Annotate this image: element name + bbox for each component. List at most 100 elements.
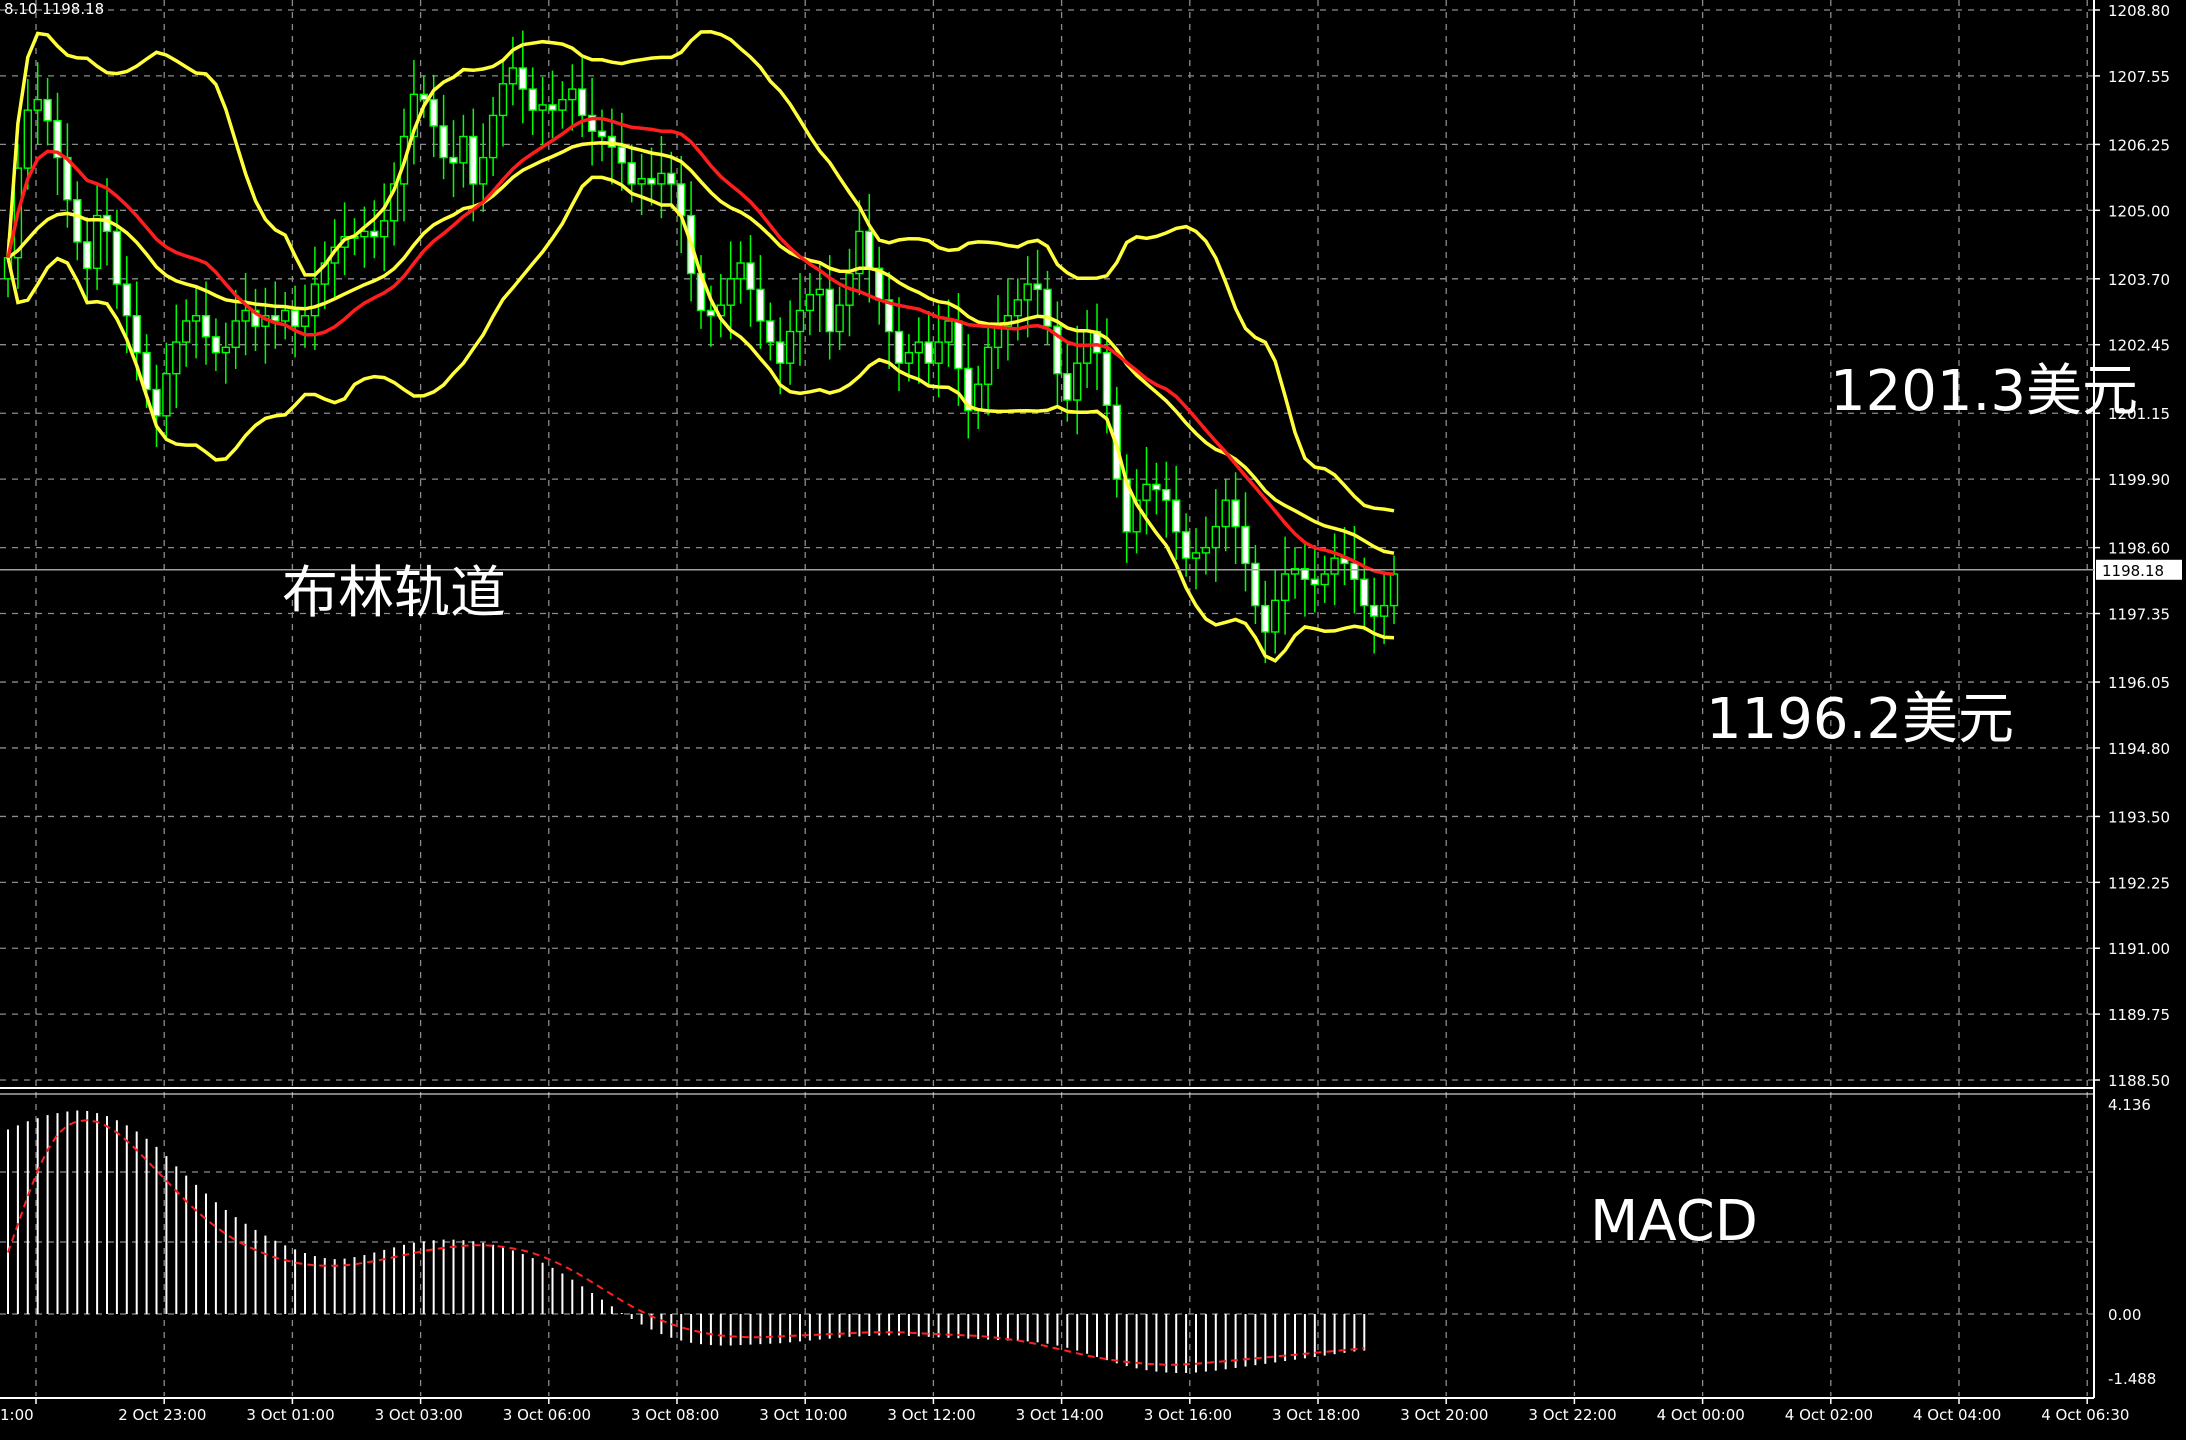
candle [380,183,389,271]
candle [914,317,923,384]
candle [825,255,834,360]
candle [1280,536,1290,635]
candle [1369,577,1379,654]
candle [815,261,824,333]
pane-separator [0,0,2095,1399]
candle [370,200,379,259]
time-tick-label: 3 Oct 08:00 [631,1406,719,1424]
time-axis[interactable]: 1:00 2 Oct 23:00 3 Oct 01:00 3 Oct 03:00 3 O… [0,1398,2129,1424]
candle [201,281,211,365]
macd-axis: 4.136 0.00 -1.488 [2108,1096,2156,1388]
time-tick-label: 3 Oct 18:00 [1272,1406,1360,1424]
candle [23,79,32,190]
candle [1270,569,1280,654]
candle [578,57,587,138]
price-tick-label: 1197.35 [2108,606,2170,624]
annotation-lower-price: 1196.2美元 [1706,687,2014,752]
inner-band [6,141,1395,555]
price-axis[interactable]: 1208.80 1207.55 1206.25 1205.00 1203.70 1202.… [2094,2,2170,1090]
time-tick-label: 3 Oct 01:00 [246,1406,334,1424]
price-tick-label: 1188.50 [2108,1072,2170,1090]
candle [894,297,904,392]
candle [1251,545,1260,625]
price-tick-label: 1191.00 [2108,940,2170,958]
candle [1310,545,1320,613]
candle [1201,516,1211,575]
middle-band [6,116,1395,577]
upper-band [6,30,1395,513]
candle [924,310,933,385]
candle [221,322,231,384]
info-line: 8.10 1198.18 [4,0,104,18]
price-tick-label: 1205.00 [2108,202,2170,220]
candle [805,273,815,336]
candle [488,96,498,177]
candle [1053,301,1062,405]
candle [181,299,191,367]
price-tick-label: 1207.55 [2108,68,2170,86]
candle [1379,571,1389,645]
candle [281,291,290,340]
price-tick-label: 1189.75 [2108,1006,2170,1024]
annotation-macd: MACD [1590,1189,1758,1254]
candle [1171,465,1181,560]
candle [469,108,478,222]
candle [1191,528,1201,590]
candle [300,284,310,348]
candle [1063,342,1072,422]
candle [1221,478,1230,552]
candle [43,77,52,146]
candle [568,64,577,131]
macd-tick-label: 0.00 [2108,1306,2141,1324]
price-tick-label: 1208.80 [2108,2,2170,20]
candle [459,114,468,188]
candle [419,75,428,119]
candle [1181,513,1191,577]
price-tick-label: 1193.50 [2108,808,2170,826]
candle [1003,278,1013,361]
candle [637,153,646,216]
candle [152,364,161,447]
candle [211,318,221,372]
candle [73,181,82,261]
time-tick-label: 3 Oct 20:00 [1400,1406,1488,1424]
candle [479,123,488,212]
time-tick-label: 3 Oct 03:00 [375,1406,463,1424]
candle [548,70,557,139]
candle [1162,461,1171,538]
macd-tick-label: -1.488 [2108,1370,2156,1388]
time-tick-label: 3 Oct 12:00 [887,1406,975,1424]
price-tick-label: 1202.45 [2108,337,2170,355]
candle [82,217,92,300]
macd-signal-line [7,1119,1365,1366]
current-price-label: 1198.18 [2102,562,2164,580]
candle [498,59,508,147]
candle [528,67,537,135]
price-tick-label: 1199.90 [2108,471,2170,489]
candle [983,322,993,416]
time-tick-label: 3 Oct 22:00 [1528,1406,1616,1424]
macd-tick-label: 4.136 [2108,1096,2151,1114]
candle [647,147,656,206]
candle [776,317,785,395]
candle [1300,540,1310,617]
candle [785,300,795,385]
candle [389,162,399,246]
candle [795,273,805,366]
candle [736,241,745,304]
annotation-bollinger: 布林轨道 [282,561,506,626]
candle [756,255,765,349]
candle [1261,580,1270,664]
current-price-box [2096,559,2182,580]
price-tick-label: 1201.15 [2108,405,2170,423]
candle [172,304,181,408]
price-tick-label: 1198.60 [2108,540,2170,558]
annotation-upper-price: 1201.3美元 [1830,359,2138,424]
candle [558,81,567,129]
candle [766,302,775,361]
time-tick-label: 1:00 [0,1406,34,1424]
candle [1320,555,1329,603]
candle [1231,472,1240,564]
price-tick-label: 1203.70 [2108,271,2170,289]
